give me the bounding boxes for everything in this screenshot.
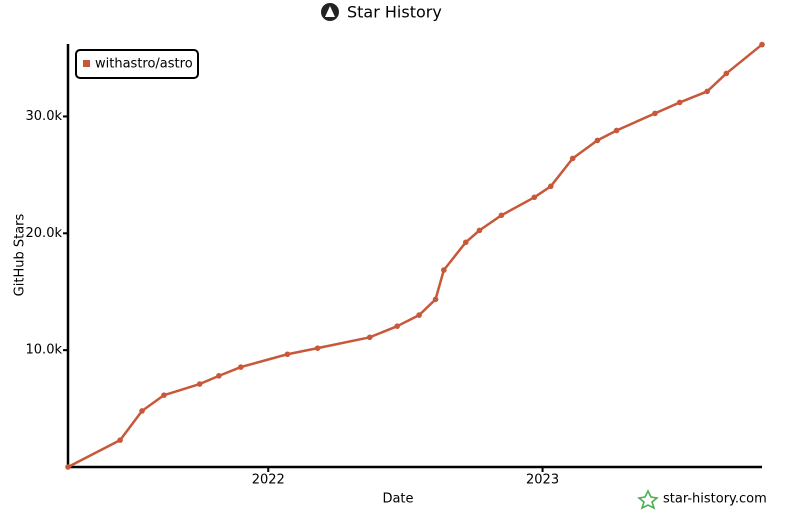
data-point bbox=[759, 41, 765, 48]
watermark-icon bbox=[637, 489, 659, 510]
data-point bbox=[441, 267, 447, 273]
logo-mark bbox=[325, 6, 335, 17]
data-point bbox=[462, 239, 469, 246]
data-point bbox=[416, 312, 422, 318]
chart-title: Star History bbox=[347, 3, 442, 22]
watermark: star-history.com bbox=[663, 492, 767, 507]
data-point bbox=[652, 110, 658, 117]
data-point bbox=[65, 464, 71, 470]
legend-box bbox=[75, 49, 199, 79]
data-point bbox=[117, 437, 123, 443]
data-point bbox=[531, 194, 538, 201]
y-axis-label: GitHub Stars bbox=[13, 213, 28, 296]
data-point bbox=[723, 70, 730, 77]
data-point bbox=[366, 334, 373, 341]
data-point bbox=[314, 345, 321, 351]
data-point bbox=[704, 88, 710, 95]
data-point bbox=[498, 212, 505, 219]
data-point bbox=[613, 127, 620, 134]
y-tick-label: 20.0k bbox=[26, 226, 63, 241]
series-line bbox=[67, 43, 763, 469]
data-point bbox=[432, 296, 439, 303]
data-point bbox=[476, 227, 483, 234]
data-point bbox=[238, 364, 244, 370]
data-point bbox=[216, 373, 222, 379]
x-tick-label: 2023 bbox=[526, 473, 559, 488]
data-point bbox=[161, 392, 167, 398]
data-point bbox=[676, 99, 683, 106]
data-point bbox=[139, 408, 145, 414]
legend-swatch bbox=[83, 60, 90, 67]
data-point bbox=[394, 323, 400, 329]
data-point bbox=[284, 351, 291, 358]
data-point bbox=[569, 155, 576, 162]
data-point bbox=[594, 137, 601, 144]
legend-label: withastro/astro bbox=[95, 57, 193, 72]
y-tick-label: 30.0k bbox=[26, 109, 63, 124]
x-axis-label: Date bbox=[382, 492, 413, 507]
x-tick-label: 2022 bbox=[252, 473, 285, 488]
data-point bbox=[547, 183, 554, 190]
data-point bbox=[196, 381, 203, 387]
y-tick-label: 10.0k bbox=[26, 343, 63, 358]
